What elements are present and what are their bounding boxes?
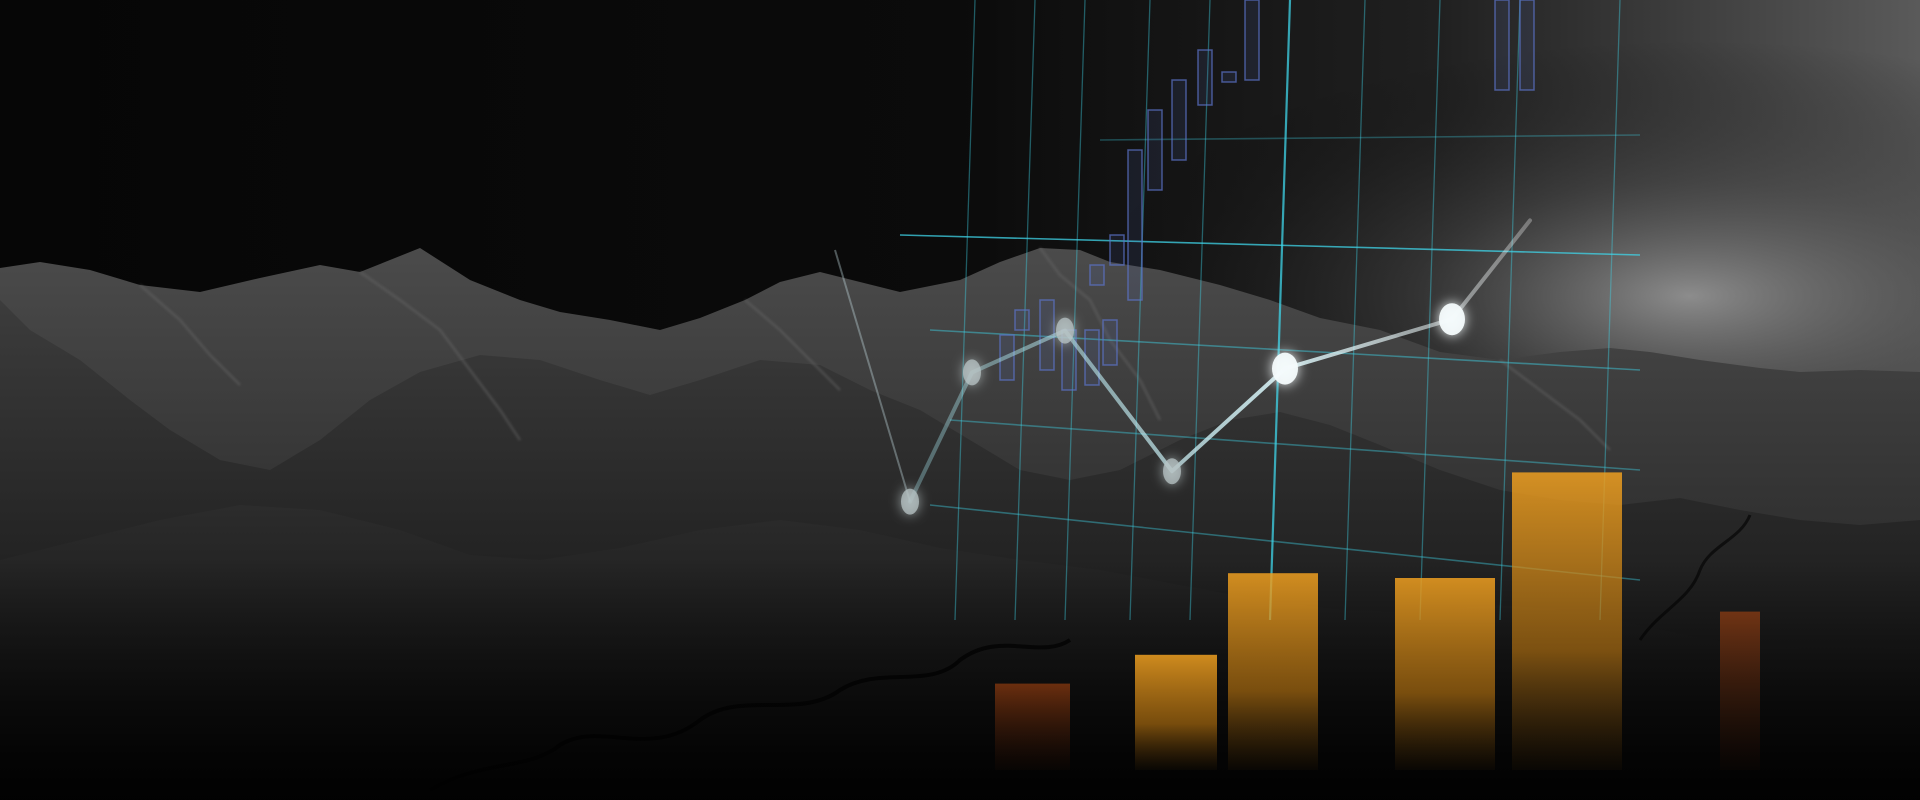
candlestick [1089,264,1105,286]
candlestick [1102,319,1118,366]
grid-line-vertical [1064,0,1086,621]
chart-line-tail [834,249,911,502]
candlestick [1127,149,1143,301]
grid-line-vertical [1268,0,1292,621]
chart-point [1056,317,1074,344]
grid-line-vertical [954,0,976,621]
candlestick [1221,71,1237,83]
chart-point [963,359,981,386]
chart-overlay [834,0,1760,770]
chart-bar [1135,654,1217,770]
grid-line-vertical [1499,0,1521,621]
grid-line-vertical [1129,0,1151,621]
chart-bar [1395,578,1495,770]
grid-line-vertical [1344,0,1366,621]
chart-bar [1720,611,1760,770]
candlestick [1494,0,1510,91]
chart-bar [1512,472,1622,770]
candlestick [1014,309,1030,331]
candlestick [1171,79,1187,161]
grid-line-vertical [1419,0,1441,621]
bottom-vignette [0,560,1920,800]
chart-point [901,488,919,515]
chart-point [1439,303,1465,336]
grid-line-horizontal [1099,134,1641,141]
grid-line-vertical [1189,0,1211,621]
chart-point [1163,458,1181,485]
candlestick [1197,49,1213,106]
chart-bar [995,683,1070,770]
candlestick [1244,0,1260,81]
grid-line-horizontal [899,234,1641,256]
grid-line-horizontal [949,419,1641,471]
ridge-highlights [139,247,1611,451]
candlestick [1147,109,1163,191]
candlestick [1519,0,1535,91]
chart-bar [1228,573,1318,770]
candlestick [1109,234,1125,266]
chart-point [1272,352,1298,385]
